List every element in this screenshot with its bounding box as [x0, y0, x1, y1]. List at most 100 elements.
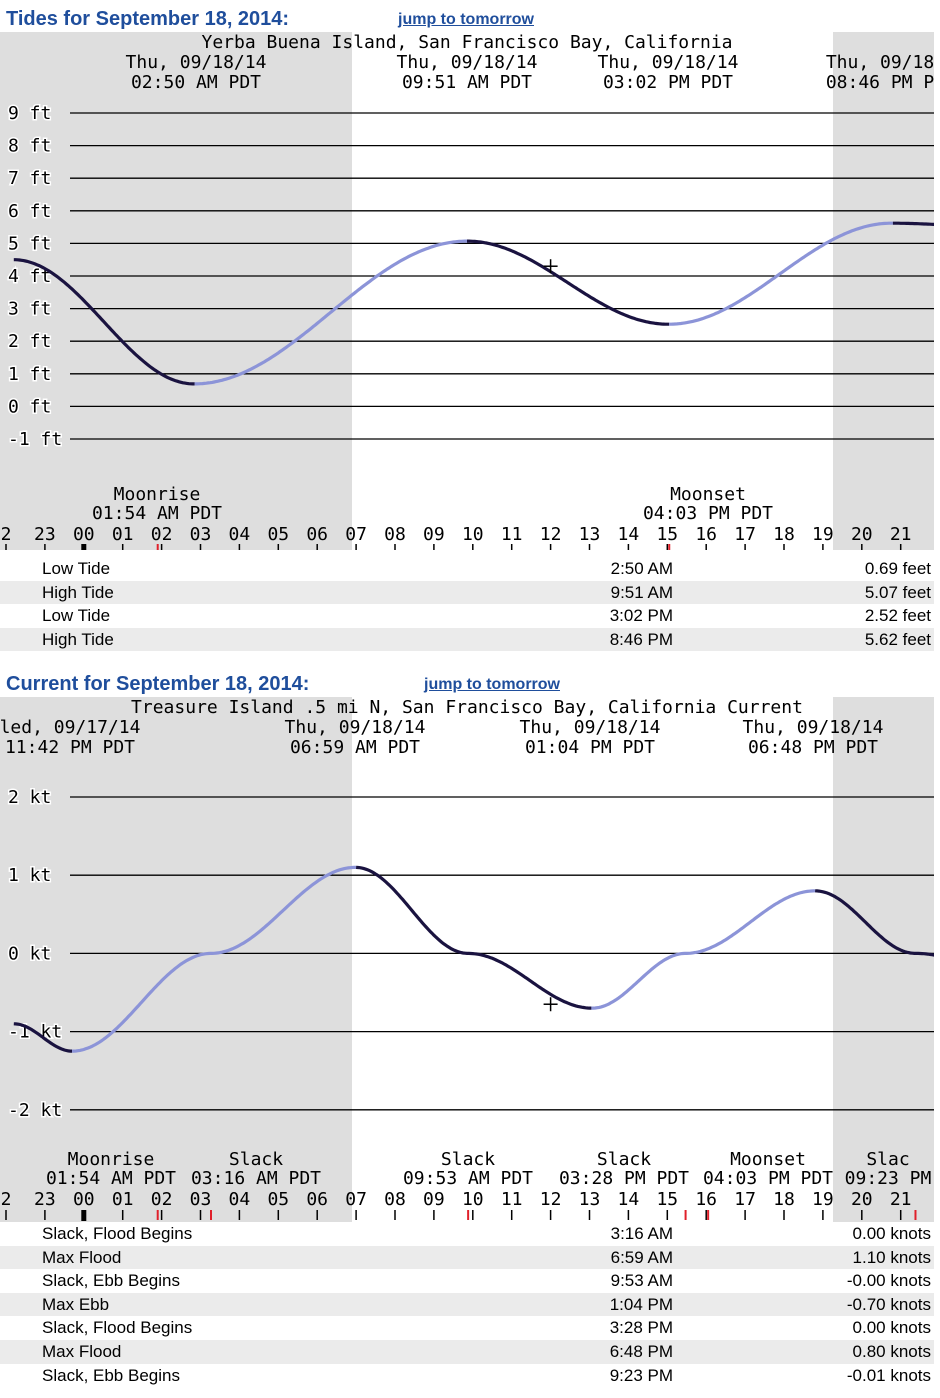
series-line	[72, 865, 357, 1053]
current-time: 1:04 PM	[609, 1294, 673, 1314]
current-event: Slack, Ebb Begins	[42, 1271, 180, 1291]
series-line	[591, 889, 816, 1010]
current-event: Slack, Flood Begins	[42, 1318, 193, 1338]
y-tick-label: -2 kt	[8, 1100, 62, 1121]
current-event: Max Ebb	[42, 1294, 110, 1314]
hour-tick-label: 20	[851, 524, 873, 545]
hour-tick-label: 15	[656, 1189, 678, 1210]
tide-time: 3:02 PM	[609, 606, 673, 626]
tides-jump-tomorrow-link[interactable]: jump to tomorrow	[398, 11, 534, 28]
event-label-name: Moonrise	[68, 1149, 155, 1170]
tide-time: 2:50 AM	[610, 559, 673, 578]
tide-chart: Yerba Buena Island, San Francisco Bay, C…	[0, 32, 934, 550]
event-time: 01:04 PM PDT	[525, 737, 655, 758]
table-row: High Tide 8:46 PM 5.62 feet	[0, 627, 934, 652]
y-tick-label: 9 ft	[8, 103, 51, 124]
event-time: 08:46 PM P	[826, 72, 934, 93]
event-label-time: 09:53 AM PDT	[403, 1168, 533, 1189]
current-jump-tomorrow-link[interactable]: jump to tomorrow	[424, 676, 560, 693]
series-line	[815, 889, 934, 957]
current-time: 6:48 PM	[609, 1341, 673, 1361]
event-date: led, 09/17/14	[0, 717, 140, 738]
current-event: Max Flood	[42, 1341, 122, 1361]
hour-tick-label: 21	[890, 1189, 912, 1210]
table-row: Low Tide 2:50 AM 0.69 feet	[0, 557, 934, 581]
event-time: 02:50 AM PDT	[131, 72, 261, 93]
table-row: Slack, Ebb Begins 9:53 AM -0.00 knots	[0, 1269, 934, 1293]
event-time: 11:42 PM PDT	[5, 737, 135, 758]
hour-tick-label: 06	[306, 524, 328, 545]
y-tick-label: 0 ft	[8, 396, 51, 417]
station-name: Treasure Island .5 mi N, San Francisco B…	[131, 697, 803, 718]
event-label-name: Slack	[229, 1149, 283, 1170]
hour-tick-label: 2	[1, 524, 12, 545]
current-speed: 1.10 knots	[852, 1247, 931, 1267]
series-line	[194, 239, 467, 386]
tide-event: High Tide	[42, 582, 114, 602]
hour-tick-label: 16	[695, 1189, 717, 1210]
hour-tick-label: 13	[579, 524, 601, 545]
event-date: Thu, 09/18/14	[285, 717, 426, 738]
event-label-time: 03:16 AM PDT	[191, 1168, 321, 1189]
hour-tick-label: 16	[695, 524, 717, 545]
night-shade-evening	[833, 32, 934, 550]
event-label-time: 04:03 PM PDT	[703, 1168, 833, 1189]
current-event: Slack, Flood Begins	[42, 1224, 193, 1243]
current-time: 3:16 AM	[610, 1224, 673, 1243]
midnight-tick	[81, 1210, 87, 1221]
hour-tick-label: 11	[501, 524, 523, 545]
hour-tick-label: 12	[540, 524, 562, 545]
hour-tick-label: 11	[501, 1189, 523, 1210]
current-speed: -0.70 knots	[846, 1294, 931, 1314]
event-date: Thu, 09/18	[826, 52, 934, 73]
event-label-name: Moonset	[730, 1149, 806, 1170]
current-table: Slack, Flood Begins 3:16 AM 0.00 knots Max…	[0, 1222, 934, 1387]
tide-table: Low Tide 2:50 AM 0.69 feet High Tide 9:51 A…	[0, 557, 934, 652]
hour-tick-label: 13	[579, 1189, 601, 1210]
tide-time: 8:46 PM	[609, 629, 673, 649]
event-time: 06:59 AM PDT	[290, 737, 420, 758]
series-line	[892, 221, 934, 227]
moon-event-name: Moonset	[670, 484, 746, 505]
tide-event: Low Tide	[42, 559, 111, 578]
event-label-time: 09:23 PM	[845, 1168, 932, 1189]
y-tick-label: 2 ft	[8, 331, 51, 352]
hour-tick-label: 01	[112, 524, 134, 545]
table-row: Max Flood 6:48 PM 0.80 knots	[0, 1339, 934, 1364]
hour-tick-label: 18	[773, 524, 795, 545]
current-speed: -0.01 knots	[846, 1365, 931, 1385]
hour-tick-label: 23	[34, 1189, 56, 1210]
y-tick-label: 1 kt	[8, 865, 51, 886]
tide-height: 2.52 feet	[864, 606, 931, 626]
y-tick-label: 1 ft	[8, 364, 51, 385]
hour-tick-label: 09	[423, 524, 445, 545]
midnight-tick	[81, 544, 87, 550]
series-line	[13, 258, 195, 386]
moon-event-time: 01:54 AM PDT	[92, 503, 222, 524]
y-tick-label: -1 kt	[8, 1022, 62, 1043]
hour-tick-label: 06	[306, 1189, 328, 1210]
hour-tick-label: 17	[734, 524, 756, 545]
hour-tick-label: 2	[1, 1189, 12, 1210]
series-line	[467, 239, 670, 326]
tide-event: Low Tide	[42, 606, 111, 626]
y-tick-label: 8 ft	[8, 136, 51, 157]
hour-tick-label: 01	[112, 1189, 134, 1210]
y-tick-label: 5 ft	[8, 233, 51, 254]
hour-tick-label: 02	[151, 1189, 173, 1210]
hour-tick-label: 04	[229, 524, 251, 545]
table-row: Slack, Flood Begins 3:16 AM 0.00 knots	[0, 1222, 934, 1246]
current-speed: 0.00 knots	[852, 1318, 931, 1338]
event-time: 06:48 PM PDT	[748, 737, 878, 758]
moon-event-time: 04:03 PM PDT	[643, 503, 773, 524]
current-time: 9:23 PM	[609, 1365, 673, 1385]
hour-tick-label: 00	[73, 1189, 95, 1210]
series-line	[356, 865, 592, 1010]
hour-tick-label: 03	[190, 524, 212, 545]
station-name: Yerba Buena Island, San Francisco Bay, C…	[201, 32, 732, 53]
hour-tick-label: 05	[267, 1189, 289, 1210]
tides-title: Tides for September 18, 2014:	[6, 8, 290, 30]
current-speed: -0.00 knots	[846, 1271, 931, 1291]
hour-tick-label: 08	[384, 524, 406, 545]
hour-tick-label: 07	[345, 524, 367, 545]
